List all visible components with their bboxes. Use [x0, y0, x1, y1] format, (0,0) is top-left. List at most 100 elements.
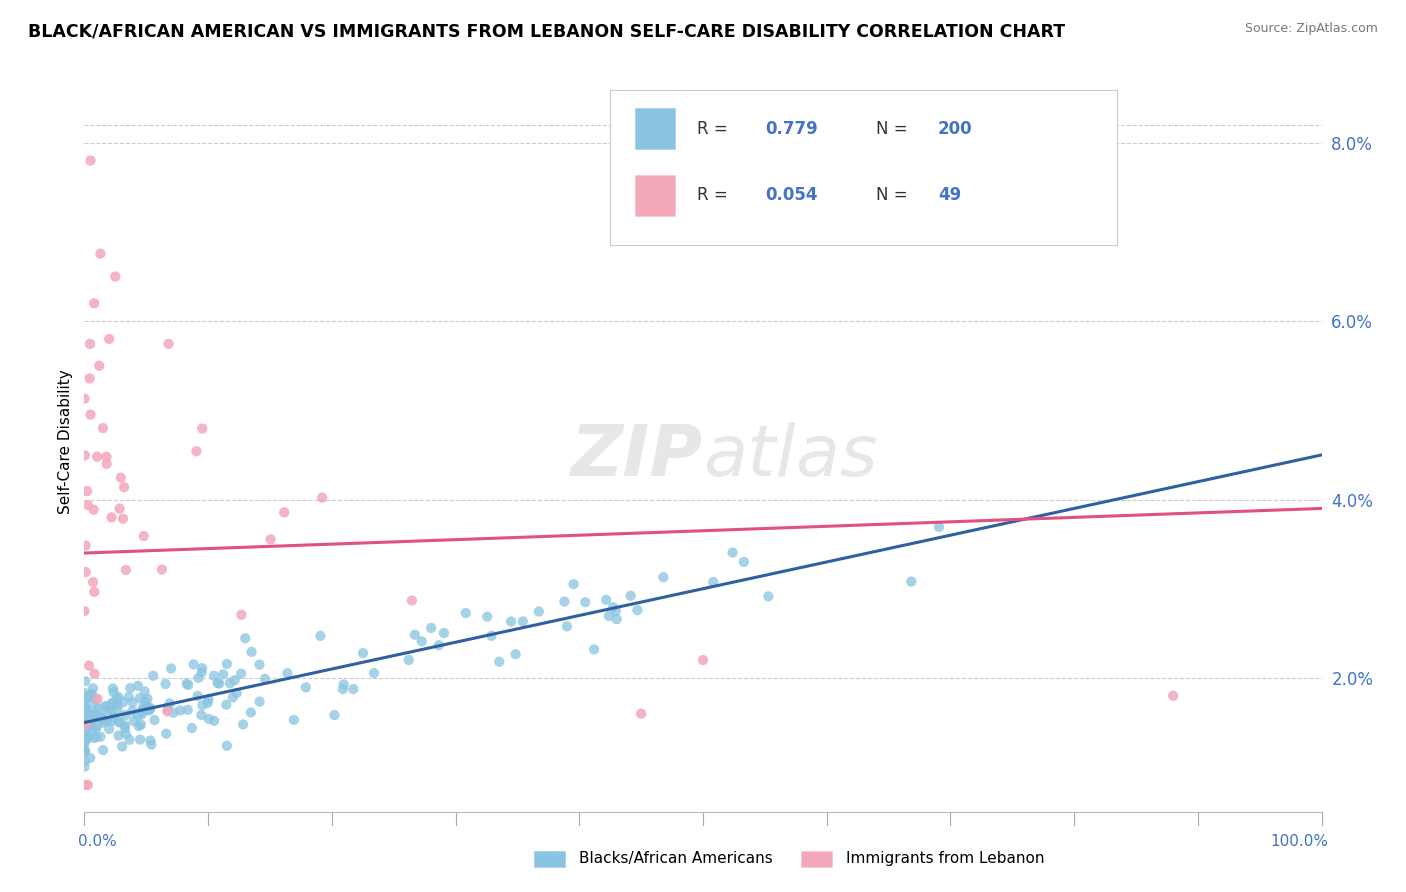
Point — [83, 731, 105, 745]
Text: atlas: atlas — [703, 422, 877, 491]
Point — [104, 269, 127, 284]
Point — [156, 702, 179, 716]
Point — [76, 706, 98, 720]
Point — [733, 555, 755, 569]
Point — [103, 710, 125, 724]
Point — [309, 629, 332, 643]
Point — [202, 669, 225, 683]
Point — [197, 712, 219, 726]
Point — [84, 722, 107, 736]
Point — [103, 685, 125, 699]
Point — [73, 686, 96, 700]
Point — [606, 612, 628, 626]
Point — [191, 698, 214, 713]
Point — [73, 737, 96, 751]
Point — [187, 671, 209, 685]
Point — [553, 594, 575, 608]
Text: Immigrants from Lebanon: Immigrants from Lebanon — [846, 852, 1045, 866]
Point — [177, 678, 200, 692]
Point — [73, 699, 96, 714]
FancyBboxPatch shape — [636, 108, 675, 149]
Point — [100, 714, 122, 728]
Point — [276, 666, 298, 681]
Point — [187, 689, 209, 703]
Point — [77, 498, 100, 512]
Point — [86, 719, 108, 733]
Point — [114, 707, 136, 722]
Point — [100, 510, 122, 524]
Point — [76, 731, 98, 746]
Point — [253, 672, 276, 686]
Point — [259, 533, 281, 547]
Y-axis label: Self-Care Disability: Self-Care Disability — [58, 369, 73, 514]
Point — [249, 657, 271, 672]
Point — [183, 657, 205, 672]
Point — [79, 691, 101, 706]
Point — [156, 705, 179, 719]
Point — [76, 483, 98, 498]
Point — [505, 647, 527, 661]
Point — [107, 698, 129, 712]
Point — [89, 359, 111, 373]
Point — [160, 661, 183, 675]
Point — [249, 695, 271, 709]
Point — [96, 714, 118, 728]
Point — [142, 669, 165, 683]
Point — [107, 714, 129, 729]
Point — [131, 707, 153, 722]
Point — [222, 690, 245, 705]
Point — [100, 703, 122, 717]
Point — [75, 715, 97, 730]
Point — [136, 691, 159, 706]
Point — [107, 702, 129, 716]
Point — [215, 657, 238, 671]
Point — [96, 457, 118, 471]
Point — [132, 529, 155, 543]
Point — [98, 722, 121, 736]
Point — [240, 645, 263, 659]
Point — [332, 677, 354, 691]
Point — [477, 609, 499, 624]
Point — [79, 718, 101, 732]
Point — [91, 421, 114, 435]
Point — [155, 677, 177, 691]
Point — [75, 716, 97, 731]
Point — [86, 692, 108, 706]
Point — [93, 715, 115, 730]
Point — [80, 687, 103, 701]
Point — [90, 708, 112, 723]
Point — [79, 751, 101, 765]
Point — [900, 574, 922, 589]
Point — [73, 713, 96, 727]
Point — [191, 661, 214, 675]
Point — [84, 691, 107, 706]
Point — [180, 721, 202, 735]
Point — [107, 692, 129, 706]
Point — [77, 658, 100, 673]
Point — [721, 545, 744, 559]
Point — [323, 708, 346, 723]
Point — [363, 666, 385, 681]
Point — [176, 676, 198, 690]
Point — [83, 711, 105, 725]
Point — [583, 642, 606, 657]
Point — [75, 704, 97, 718]
Text: Blacks/African Americans: Blacks/African Americans — [579, 852, 773, 866]
Point — [83, 585, 105, 599]
Point — [512, 615, 534, 629]
Point — [75, 719, 97, 733]
Point — [121, 704, 143, 718]
Text: N =: N = — [876, 120, 908, 138]
Point — [91, 743, 114, 757]
Point — [84, 730, 107, 744]
Point — [75, 674, 97, 689]
Point — [98, 332, 121, 346]
Point — [225, 686, 247, 700]
Point — [132, 701, 155, 715]
Point — [574, 595, 596, 609]
Point — [73, 710, 96, 724]
Point — [702, 574, 724, 589]
Point — [75, 565, 97, 579]
Point — [75, 731, 97, 746]
Point — [73, 754, 96, 768]
